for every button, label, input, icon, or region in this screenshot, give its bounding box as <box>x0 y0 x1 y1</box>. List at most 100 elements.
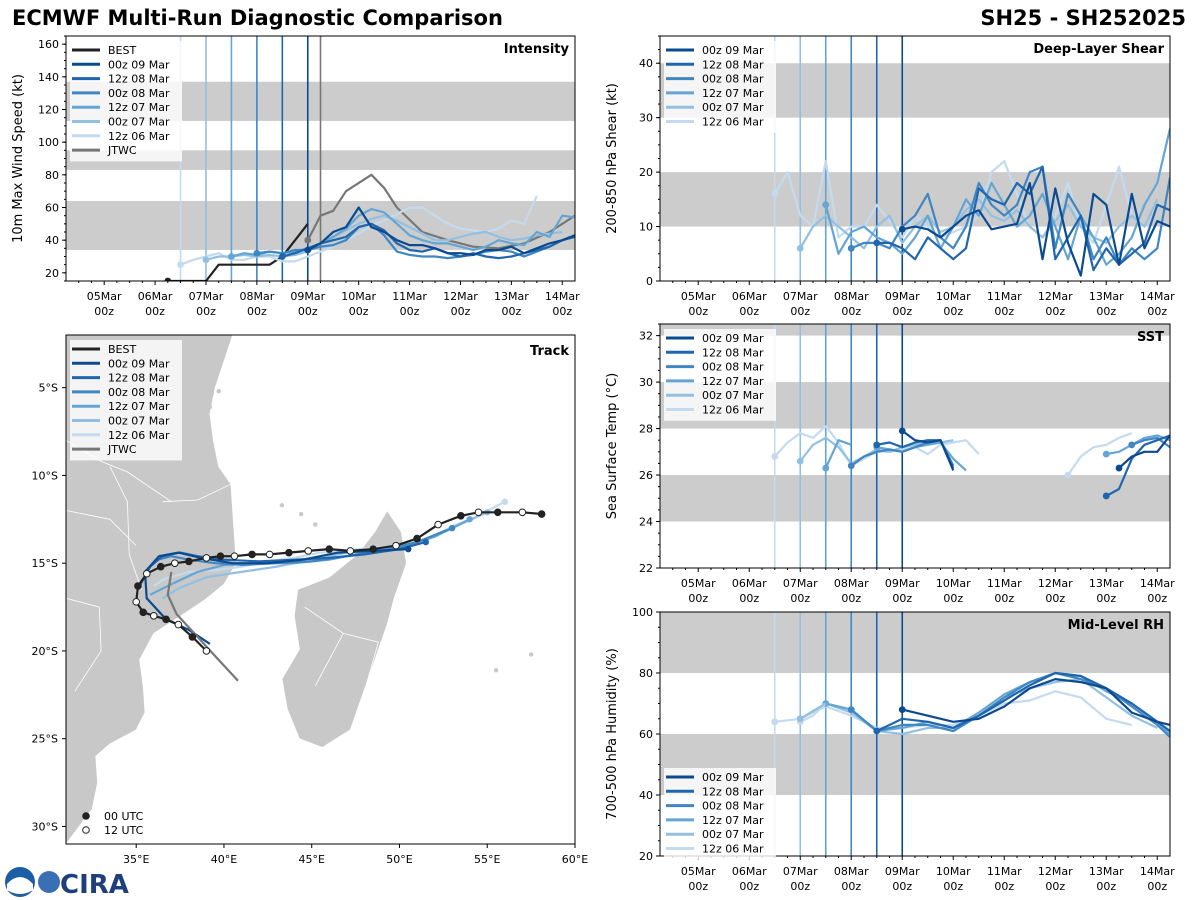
series-start-point <box>796 715 804 723</box>
series-line <box>902 677 1170 726</box>
best-track-00utc-marker <box>413 534 421 543</box>
africa-landmass <box>66 335 237 844</box>
panel-sst: 22 24 26 28 30 32 05Mar 00z 06Mar 00z 07Mar 00z 08Ma… <box>605 323 1175 605</box>
y-tick-label: 140 <box>38 71 59 84</box>
track-line <box>166 571 239 682</box>
x-tick-label: 07Mar <box>189 290 224 303</box>
legend-label: 00z 07 Mar <box>702 389 764 402</box>
y-tick-label: 32 <box>639 330 653 343</box>
x-tick-label: 09Mar <box>885 290 920 303</box>
legend-label: 12z 06 Mar <box>108 429 170 442</box>
x-tick-label: 55°E <box>474 853 500 866</box>
plot-area <box>660 324 1170 568</box>
y-tick-label: 100 <box>632 606 653 619</box>
series-start-point <box>1128 441 1136 449</box>
y-axis-label: 10m Max Wind Speed (kt) <box>11 74 26 243</box>
series-start-point <box>771 718 779 726</box>
panel-track: 35°E 40°E 45°E 50°E 55°E 60°E 5°S 10°S 15°S 20°S 2… <box>32 334 588 866</box>
x-tick-label: 00z <box>943 305 963 318</box>
best-track-00utc-marker <box>188 633 197 641</box>
series-start-point <box>873 441 881 449</box>
legend-label: 12z 08 Mar <box>108 73 170 86</box>
y-tick-label: 60 <box>639 728 653 741</box>
track-start-point <box>466 516 473 523</box>
x-tick-label: 00z <box>1147 305 1167 318</box>
legend-label: 12z 07 Mar <box>702 87 764 100</box>
best-track-12utc-marker <box>474 508 483 517</box>
y-tick-label: 26 <box>639 469 653 482</box>
best-track-12utc-marker <box>346 547 355 555</box>
legend-label: 12z 08 Mar <box>702 58 764 71</box>
x-tick-label: 40°E <box>211 853 237 866</box>
x-tick-label: 00z <box>688 592 708 605</box>
best-track-12utc-marker <box>392 541 400 550</box>
x-tick-label: 05Mar <box>681 865 716 878</box>
series-start-point <box>796 244 804 252</box>
legend-label: 12z 07 Mar <box>702 814 764 827</box>
series-start-point <box>898 225 906 233</box>
y-tick-label: 40 <box>639 57 653 70</box>
noaa-wave <box>7 877 33 894</box>
series-start-point <box>771 190 779 198</box>
x-tick-label: 09Mar <box>290 290 325 303</box>
series-line <box>824 128 1170 266</box>
x-tick-label: 00z <box>1096 305 1116 318</box>
map-frame <box>65 334 576 845</box>
y-tick-label: 100 <box>38 136 59 149</box>
x-tick-label: 07Mar <box>783 290 818 303</box>
series-start-point <box>822 201 830 209</box>
island <box>298 511 304 517</box>
x-tick-label: 00z <box>790 880 810 893</box>
y-tick-label: 20 <box>639 850 653 863</box>
panel-title: Track <box>530 344 569 359</box>
x-tick-label: 14Mar <box>545 290 580 303</box>
x-tick-label: 09Mar <box>885 865 920 878</box>
admin-border <box>304 606 344 687</box>
x-tick-label: 00z <box>196 305 216 318</box>
x-tick-label: 00z <box>943 880 963 893</box>
legend-label: 00z 09 Mar <box>108 357 170 370</box>
best-track-00utc-marker <box>285 548 293 557</box>
series-start-point <box>847 462 855 470</box>
panel-rh: 20 40 60 80 100 05Mar 00z 06Mar 00z 07Mar 00z 08Mar… <box>605 606 1175 893</box>
x-tick-label: 00z <box>1096 880 1116 893</box>
best-track-00utc-marker <box>537 510 546 518</box>
track-start-point <box>405 545 412 553</box>
threshold-band <box>660 612 1170 673</box>
x-tick-label: 06Mar <box>732 865 767 878</box>
x-tick-label: 00z <box>1147 880 1167 893</box>
admin-border <box>66 510 137 546</box>
y-tick-label: 40 <box>45 234 59 247</box>
x-tick-label: 60°E <box>562 853 588 866</box>
x-tick-label: 13Mar <box>494 290 529 303</box>
panel-title: Mid-Level RH <box>1068 618 1164 633</box>
y-axis-label: 700-500 hPa Humidity (%) <box>605 648 620 820</box>
panel-title: Deep-Layer Shear <box>1033 42 1164 57</box>
cira-wordmark: CIRA <box>60 870 129 900</box>
legend-label: BEST <box>108 343 136 356</box>
x-tick-label: 10Mar <box>936 290 971 303</box>
series-line <box>902 181 1170 277</box>
series-line <box>1067 432 1133 476</box>
x-tick-label: 00z <box>1045 305 1065 318</box>
admin-border <box>162 483 232 503</box>
legend-label: 00z 09 Mar <box>702 332 764 345</box>
x-tick-label: 11Mar <box>987 865 1022 878</box>
x-tick-label: 00z <box>1045 592 1065 605</box>
best-track-00utc-marker <box>248 550 256 559</box>
x-tick-label: 00z <box>994 880 1014 893</box>
series-line <box>850 165 1170 266</box>
island <box>216 388 221 394</box>
map-area <box>66 335 546 844</box>
series-line <box>1118 434 1170 469</box>
x-tick-label: 08Mar <box>834 290 869 303</box>
globe-icon <box>38 871 60 893</box>
x-tick-label: 11Mar <box>392 290 427 303</box>
best-track-12utc-marker <box>230 552 239 560</box>
x-tick-label: 05Mar <box>87 290 122 303</box>
y-tick-label: 40 <box>639 789 653 802</box>
best-track-00utc-marker <box>162 615 170 624</box>
series-start-point <box>1064 471 1072 479</box>
